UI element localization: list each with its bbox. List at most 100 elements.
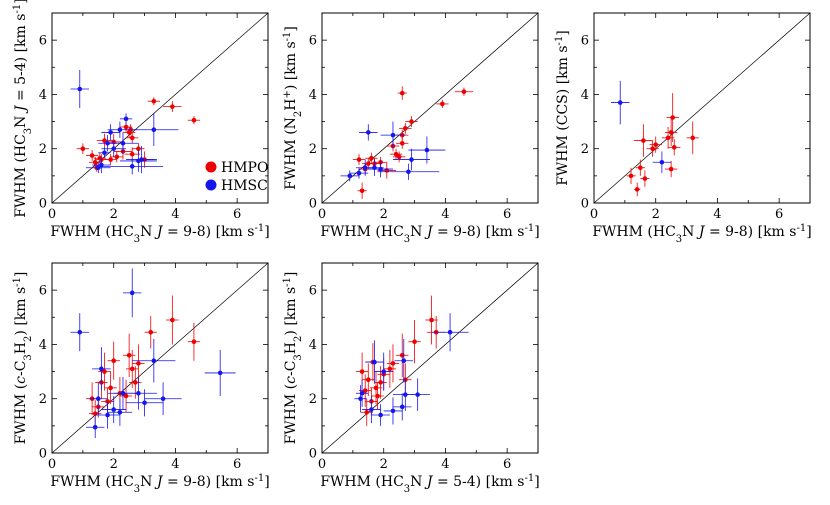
x-tick-label: 6 [503, 457, 511, 472]
data-marker [89, 153, 95, 158]
data-point [431, 313, 469, 352]
data-point [371, 404, 390, 426]
data-point [110, 151, 123, 163]
y-tick-label: 0 [39, 197, 47, 212]
series-hmsc [354, 313, 469, 426]
data-point [626, 167, 636, 184]
data-point [408, 136, 446, 164]
data-point [132, 339, 176, 383]
data-marker [92, 159, 98, 165]
data-marker [92, 424, 98, 430]
data-marker [120, 140, 126, 146]
data-marker [133, 380, 138, 385]
data-point [405, 378, 430, 411]
data-point [85, 162, 111, 174]
y-tick-label: 2 [309, 392, 317, 407]
y-tick-label: 0 [309, 447, 317, 462]
data-marker [390, 361, 396, 366]
data-marker [108, 157, 113, 162]
y-tick-label: 0 [309, 197, 317, 212]
x-tick-label: 4 [441, 207, 449, 222]
data-marker [105, 412, 110, 418]
data-point [126, 389, 164, 417]
data-point [70, 70, 90, 108]
data-point [357, 182, 367, 199]
y-tick-label: 6 [309, 34, 317, 49]
data-marker [123, 124, 129, 130]
data-point [107, 398, 133, 426]
y-tick-label: 4 [309, 338, 317, 353]
data-point [147, 97, 160, 106]
data-point [92, 347, 111, 391]
x-tick-label: 6 [503, 207, 511, 222]
data-point [649, 136, 662, 153]
legend-marker-hmsc [205, 179, 217, 191]
x-axis-label: FWHM (HC3N J = 9-8) [km s-1] [592, 223, 811, 245]
data-point [362, 363, 375, 396]
data-marker [129, 151, 135, 157]
data-point [368, 160, 393, 178]
data-marker [362, 388, 368, 393]
data-marker [105, 140, 110, 146]
data-marker [139, 157, 144, 162]
data-marker [396, 154, 402, 160]
data-marker [375, 393, 380, 399]
data-marker [77, 86, 83, 92]
data-marker [136, 146, 141, 152]
data-point [392, 148, 430, 171]
data-marker [123, 393, 129, 399]
series-hmpo [626, 93, 699, 197]
data-marker [641, 138, 646, 143]
data-marker [356, 170, 362, 176]
x-tick-label: 0 [590, 207, 598, 222]
data-marker [108, 385, 113, 391]
data-marker [80, 146, 86, 152]
data-point [392, 393, 412, 421]
data-point [359, 124, 378, 141]
data-marker [217, 370, 223, 376]
data-point [101, 124, 120, 141]
data-point [104, 371, 117, 405]
data-marker [409, 119, 414, 124]
data-marker [429, 317, 434, 323]
y-tick-label: 2 [309, 142, 317, 157]
data-marker [668, 166, 674, 172]
one-to-one-line [593, 12, 811, 204]
data-marker [634, 187, 640, 192]
data-marker [369, 155, 374, 161]
data-marker [364, 409, 370, 415]
x-axis-label: FWHM (HC3N J = 9-8) [km s-1] [320, 223, 539, 245]
data-point [610, 80, 630, 125]
data-point [436, 99, 449, 108]
x-axis-label: FWHM (HC3N J = 9-8) [km s-1] [50, 473, 269, 495]
data-marker [401, 358, 407, 364]
data-marker [111, 358, 117, 364]
y-tick-label: 2 [581, 142, 589, 157]
data-marker [653, 142, 659, 147]
data-point [89, 156, 102, 168]
data-marker [170, 317, 175, 323]
x-tick-label: 0 [48, 207, 56, 222]
data-marker [160, 396, 166, 402]
y-tick-label: 4 [39, 88, 47, 103]
data-point [126, 349, 139, 388]
data-marker [77, 329, 83, 335]
data-marker [102, 150, 107, 156]
data-marker [191, 339, 197, 345]
data-point [408, 320, 421, 364]
y-axis-label: FWHM (N2H+) [km s-1] [282, 26, 304, 190]
data-marker [95, 165, 101, 171]
data-point [98, 352, 111, 391]
data-point [365, 340, 384, 384]
plot-frame [321, 12, 539, 204]
data-marker [142, 400, 147, 406]
data-marker [403, 126, 408, 131]
data-point [85, 416, 105, 439]
data-marker [372, 359, 377, 365]
data-point [119, 379, 133, 413]
data-marker [136, 390, 141, 396]
data-point [405, 116, 418, 127]
data-point [144, 382, 182, 415]
